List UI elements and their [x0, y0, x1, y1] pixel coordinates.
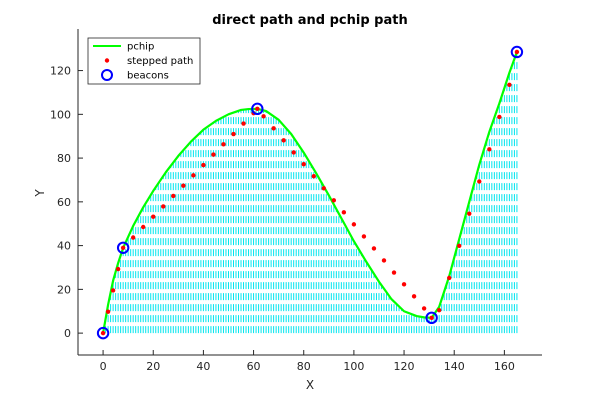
- stepped-point: [191, 173, 196, 178]
- stepped-point: [291, 150, 296, 155]
- stepped-dots-layer: [100, 49, 520, 336]
- stepped-point: [110, 288, 116, 293]
- stepped-point: [331, 198, 337, 203]
- stepped-point: [141, 224, 146, 230]
- stepped-point: [507, 82, 512, 87]
- beacon-marker: [425, 311, 438, 325]
- x-tick-label: 80: [297, 360, 311, 373]
- stepped-point: [255, 106, 260, 112]
- x-tick-label: 0: [100, 360, 107, 373]
- legend-pchip-label: pchip: [127, 42, 154, 53]
- stepped-point: [271, 126, 276, 131]
- stepped-point: [457, 243, 462, 249]
- stepped-point: [211, 152, 216, 157]
- stepped-point: [231, 131, 236, 137]
- stems-layer: [105, 51, 518, 334]
- x-tick-label: 120: [394, 360, 415, 373]
- beacon-marker: [251, 102, 264, 116]
- stepped-point: [497, 114, 502, 120]
- y-tick-label: 0: [64, 327, 71, 340]
- stepped-point: [361, 234, 367, 239]
- stepped-point: [171, 193, 176, 199]
- beacon-marker: [510, 45, 524, 59]
- legend-stepped-swatch: [104, 58, 110, 63]
- x-axis-label: X: [306, 378, 314, 392]
- y-tick-label: 20: [57, 283, 71, 296]
- stepped-point: [130, 235, 136, 240]
- stepped-point: [105, 309, 111, 314]
- stepped-point: [381, 258, 387, 263]
- y-tick-label: 80: [57, 152, 71, 165]
- x-ticks: 0 20 40 60 80 100 120 140 160: [100, 350, 515, 373]
- stepped-point: [467, 211, 472, 216]
- axes-layer: [77, 29, 542, 356]
- x-tick-label: 140: [444, 360, 465, 373]
- legend: pchip stepped path beacons: [87, 37, 201, 85]
- stepped-point: [321, 186, 326, 191]
- x-tick-label: 20: [146, 360, 160, 373]
- stepped-point: [201, 162, 206, 168]
- stepped-point: [281, 138, 286, 143]
- pchip-layer: [101, 51, 518, 334]
- stepped-point: [341, 210, 347, 215]
- legend-stepped-label: stepped path: [127, 56, 193, 67]
- stepped-point: [261, 114, 266, 119]
- x-tick-label: 60: [247, 360, 261, 373]
- stepped-point: [436, 307, 442, 313]
- beacon-marker: [116, 241, 130, 254]
- legend-beacons-swatch: [101, 69, 113, 81]
- beacons-layer: [96, 45, 524, 340]
- stepped-point: [391, 270, 397, 275]
- chart-title: direct path and pchip path: [212, 13, 407, 28]
- stepped-point: [115, 266, 121, 272]
- y-ticks: 0 20 40 60 80 100 120: [50, 65, 83, 340]
- legend-beacons-label: beacons: [127, 71, 169, 82]
- stepped-point: [351, 222, 357, 227]
- pchip-line: [101, 51, 518, 334]
- stepped-point: [429, 315, 434, 321]
- beacon-marker: [96, 326, 110, 340]
- y-axis-label: Y: [33, 189, 47, 198]
- y-tick-label: 40: [57, 240, 71, 253]
- x-tick-label: 100: [343, 360, 364, 373]
- stepped-point: [421, 306, 427, 311]
- x-tick-label: 160: [494, 360, 515, 373]
- y-tick-label: 60: [57, 196, 71, 209]
- stepped-point: [487, 147, 492, 152]
- stepped-point: [447, 275, 452, 281]
- stepped-point: [151, 214, 156, 219]
- stepped-point: [371, 246, 377, 251]
- stepped-point: [181, 183, 186, 188]
- stepped-point: [514, 49, 520, 55]
- stepped-point: [120, 245, 126, 250]
- stepped-point: [301, 162, 306, 167]
- stepped-point: [401, 282, 407, 287]
- x-tick-label: 40: [196, 360, 210, 373]
- stepped-point: [477, 179, 482, 184]
- stepped-point: [100, 330, 106, 336]
- stepped-point: [241, 121, 246, 126]
- stepped-point: [221, 142, 226, 147]
- y-tick-label: 120: [50, 65, 71, 78]
- y-tick-label: 100: [50, 108, 71, 121]
- stepped-point: [311, 174, 316, 179]
- stepped-point: [161, 204, 166, 209]
- stepped-point: [411, 294, 417, 299]
